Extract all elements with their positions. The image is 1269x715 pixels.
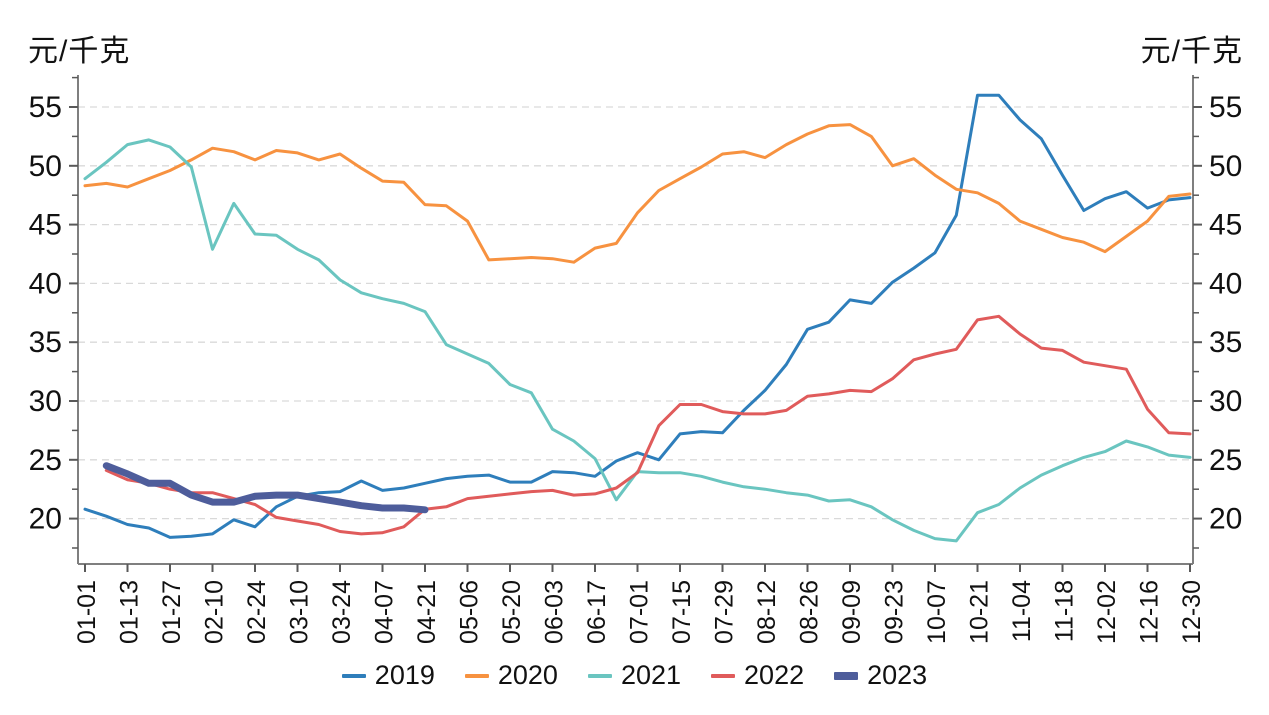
- x-tick-label: 04-07: [371, 580, 399, 644]
- x-tick-label: 01-27: [158, 580, 186, 644]
- y-tick-label-left: 30: [29, 385, 62, 418]
- y-tick-label-right: 40: [1209, 267, 1242, 300]
- x-tick-label: 06-03: [541, 580, 569, 644]
- legend-label: 2020: [497, 660, 558, 690]
- y-tick-label-right: 50: [1209, 150, 1242, 183]
- legend-swatch-icon: [464, 673, 489, 678]
- x-tick-label: 03-10: [286, 580, 314, 644]
- legend-label: 2022: [744, 660, 805, 690]
- x-tick-label: 03-24: [328, 580, 356, 644]
- x-tick-label: 07-29: [711, 580, 739, 644]
- x-tick-label: 10-21: [966, 580, 994, 644]
- y-tick-label-left: 20: [29, 503, 62, 536]
- x-tick-label: 04-21: [413, 580, 441, 644]
- legend: 2019 2020 2021 2022 2023: [0, 660, 1269, 691]
- x-tick-label: 02-10: [201, 580, 229, 644]
- series-line-2022: [104, 314, 1192, 536]
- y-tick-label-right: 20: [1209, 503, 1242, 536]
- y-axis-title-right: 元/千克: [1140, 35, 1243, 68]
- y-tick-label-right: 30: [1209, 385, 1242, 418]
- x-tick-label: 05-20: [498, 580, 526, 644]
- legend-swatch-icon: [711, 673, 736, 678]
- legend-swatch-icon: [341, 673, 366, 678]
- x-tick-label: 07-15: [668, 580, 696, 644]
- x-tick-label: 11-18: [1051, 580, 1079, 642]
- x-tick-label: 07-01: [626, 580, 654, 644]
- x-tick-label: 02-24: [243, 580, 271, 644]
- legend-item-2020[interactable]: 2020: [464, 660, 558, 691]
- series-line-2021: [83, 138, 1192, 543]
- x-tick-label: 01-01: [73, 580, 101, 644]
- x-tick-label: 06-17: [583, 580, 611, 644]
- x-tick-label: 08-26: [796, 580, 824, 644]
- legend-item-2023[interactable]: 2023: [834, 660, 927, 691]
- legend-swatch-icon: [834, 671, 859, 680]
- x-tick-label: 09-09: [838, 580, 866, 644]
- x-tick-label: 11-04: [1008, 580, 1036, 642]
- y-tick-label-left: 35: [29, 326, 62, 359]
- legend-item-2019[interactable]: 2019: [341, 660, 435, 691]
- y-tick-label-left: 25: [29, 444, 62, 477]
- x-tick-label: 12-16: [1136, 580, 1164, 644]
- x-tick-label: 01-13: [116, 580, 144, 644]
- legend-label: 2021: [620, 660, 682, 690]
- y-axis-title-left: 元/千克: [28, 35, 131, 68]
- y-tick-label-right: 55: [1209, 91, 1242, 124]
- y-tick-label-right: 25: [1209, 444, 1242, 477]
- x-tick-label: 08-12: [753, 580, 781, 644]
- x-tick-label: 10-07: [923, 580, 951, 644]
- x-tick-label: 05-06: [456, 580, 484, 644]
- legend-label: 2023: [867, 660, 928, 690]
- y-tick-label-left: 45: [29, 209, 62, 242]
- legend-item-2022[interactable]: 2022: [711, 660, 804, 691]
- x-tick-label: 12-02: [1093, 580, 1121, 644]
- series-line-2020: [83, 123, 1192, 264]
- y-tick-label-left: 40: [29, 267, 62, 300]
- legend-label: 2019: [374, 660, 435, 690]
- x-tick-label: 12-30: [1178, 580, 1206, 644]
- series-line-2023: [102, 462, 429, 514]
- legend-swatch-icon: [587, 673, 612, 678]
- x-tick-label: 09-23: [881, 580, 909, 644]
- y-tick-label-right: 45: [1209, 209, 1242, 242]
- y-tick-label-right: 35: [1209, 326, 1242, 359]
- y-tick-label-left: 50: [29, 150, 62, 183]
- legend-item-2021[interactable]: 2021: [587, 660, 682, 691]
- y-tick-label-left: 55: [29, 91, 62, 124]
